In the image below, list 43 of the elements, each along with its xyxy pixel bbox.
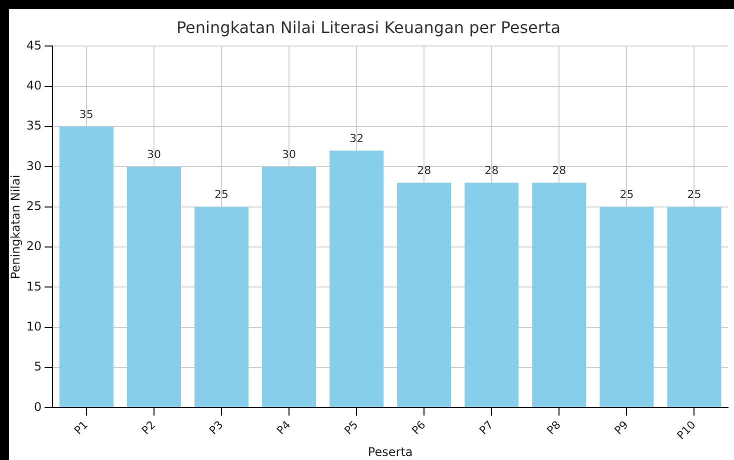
x-tick-label: P7 xyxy=(476,418,496,438)
chart-title: Peningkatan Nilai Literasi Keuangan per Peserta xyxy=(176,18,561,37)
data-label: 30 xyxy=(146,148,161,162)
bar xyxy=(600,206,654,408)
x-tick-label: P6 xyxy=(409,418,428,438)
data-label: 25 xyxy=(687,188,702,202)
data-label: 25 xyxy=(620,188,634,202)
y-tick-label: 45 xyxy=(26,38,42,52)
x-tick-label: P4 xyxy=(274,418,294,438)
bar xyxy=(59,126,114,408)
y-tick-label: 15 xyxy=(26,279,42,294)
bar xyxy=(397,182,452,408)
x-tick-label: P1 xyxy=(72,418,91,438)
x-tick-label: P3 xyxy=(206,418,226,438)
x-tick-label: P10 xyxy=(674,418,698,442)
bar xyxy=(262,166,316,408)
y-tick-label: 25 xyxy=(26,198,42,213)
bar xyxy=(464,182,519,408)
x-tick-label: P9 xyxy=(612,418,631,438)
bar xyxy=(194,206,249,408)
x-axis-title: Peserta xyxy=(368,444,413,459)
data-label: 28 xyxy=(552,164,566,178)
data-label: 35 xyxy=(79,108,94,121)
bar xyxy=(667,206,722,408)
y-tick-label: 5 xyxy=(34,360,42,374)
data-label: 32 xyxy=(350,132,364,145)
bar xyxy=(330,150,384,408)
data-label: 28 xyxy=(484,164,499,178)
data-label: 25 xyxy=(214,188,228,202)
data-label: 30 xyxy=(282,148,296,162)
x-tick-label: P8 xyxy=(544,418,564,438)
y-tick-label: 10 xyxy=(26,319,42,334)
x-tick-label: P2 xyxy=(139,418,158,438)
x-tick-label: P5 xyxy=(342,418,361,438)
data-label: 28 xyxy=(417,164,432,178)
y-tick-label: 40 xyxy=(26,78,42,92)
bar xyxy=(126,166,181,408)
bar xyxy=(532,182,586,408)
y-tick-label: 0 xyxy=(34,400,42,414)
y-tick-label: 35 xyxy=(26,118,42,133)
y-tick-label: 30 xyxy=(26,158,42,173)
y-tick-label: 20 xyxy=(26,239,42,254)
y-axis-title: Peningkatan Nilai xyxy=(8,174,22,280)
